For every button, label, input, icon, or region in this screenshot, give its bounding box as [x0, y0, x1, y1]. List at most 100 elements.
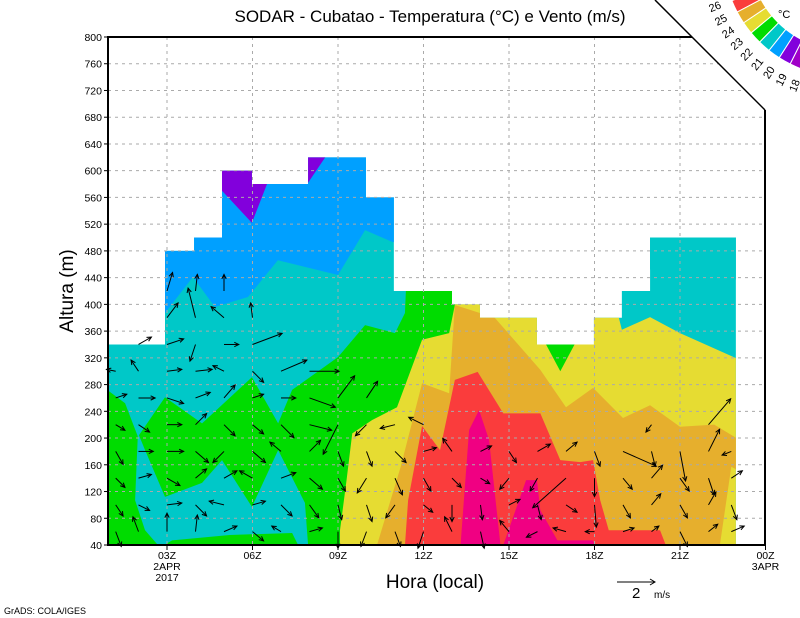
wind-vector-head — [188, 356, 194, 363]
wind-vector-shaft — [508, 498, 521, 506]
credit-text: GrADS: COLA/IGES — [4, 606, 86, 616]
wind-vector-head — [270, 525, 277, 531]
wind-vector-head — [712, 523, 719, 529]
wind-vector-shaft — [309, 439, 321, 452]
legend-level-label: 20 — [761, 65, 778, 82]
wind-vector-shaft — [166, 302, 179, 319]
wind-vector-shaft — [394, 477, 403, 496]
wind-vector-head — [720, 451, 728, 456]
wind-vector-head — [684, 486, 690, 493]
legend-level-label: 25 — [713, 12, 729, 28]
wind-vector — [280, 424, 295, 439]
y-tick-label: 720 — [84, 85, 102, 97]
wind-vector — [131, 515, 139, 532]
wind-vector-head — [326, 426, 333, 432]
wind-vector-head — [317, 484, 324, 491]
wind-vector — [708, 477, 716, 496]
wind-vector — [280, 504, 293, 517]
wind-vector-head — [739, 525, 746, 531]
wind-vector — [394, 451, 407, 464]
temperature-band-19-20 — [306, 157, 326, 183]
wind-vector — [423, 477, 432, 493]
wind-vector — [322, 424, 339, 456]
wind-vector — [115, 451, 124, 466]
wind-vector-shaft — [195, 413, 207, 426]
wind-vector — [449, 504, 455, 523]
wind-vector-head — [407, 416, 414, 422]
wind-vector-head — [732, 514, 738, 521]
wind-vector — [720, 450, 732, 456]
wind-vector-head — [531, 502, 538, 509]
wind-vector-shaft — [385, 504, 396, 519]
wind-vector-head — [258, 377, 265, 384]
wind-vector-shaft — [212, 451, 225, 463]
wind-vector-head — [354, 430, 361, 437]
wind-vector-shaft — [239, 470, 253, 479]
wind-vector-head — [118, 459, 124, 466]
wind-vector-head — [431, 446, 438, 452]
wind-vector — [167, 448, 185, 455]
wind-vector — [537, 504, 543, 521]
wind-vector-head — [330, 403, 337, 409]
wind-vector — [679, 504, 688, 519]
x-tick-label: 21Z — [671, 550, 690, 562]
wind-vector-head — [164, 511, 170, 518]
wind-vector-shaft — [166, 338, 184, 345]
wind-vector-head — [340, 486, 346, 493]
wind-vector-head — [168, 271, 174, 278]
wind-vector — [407, 416, 424, 426]
legend-unit: °C — [778, 9, 790, 21]
wind-vector — [252, 370, 265, 384]
wind-vector — [309, 526, 324, 533]
wind-vector-head — [682, 512, 688, 519]
y-tick-label: 680 — [84, 112, 102, 124]
wind-vector — [195, 468, 208, 479]
wind-vector-shaft — [252, 451, 266, 463]
wind-vector-head — [338, 514, 344, 521]
wind-vector-head — [144, 506, 151, 511]
wind-vector-head — [205, 391, 212, 397]
wind-vector-shaft — [679, 477, 690, 492]
wind-vector-head — [368, 461, 374, 468]
wind-vector — [164, 511, 170, 532]
wind-vector — [537, 443, 552, 452]
wind-vector-head — [725, 397, 732, 404]
wind-vector-shaft — [594, 504, 597, 528]
x-axis-label: Hora (local) — [386, 572, 484, 593]
wind-vector — [479, 504, 485, 521]
wind-vector-head — [269, 441, 275, 447]
wind-vector-shaft — [166, 397, 184, 404]
wind-vector — [651, 451, 657, 468]
wind-vector-head — [339, 461, 345, 468]
wind-vector-shaft — [537, 443, 551, 452]
wind-vector-head — [710, 489, 716, 496]
wind-vector — [138, 448, 155, 455]
wind-vector-shaft — [355, 424, 367, 437]
wind-vector-shaft — [210, 306, 225, 319]
wind-vector — [138, 395, 157, 401]
wind-vector — [423, 504, 434, 514]
wind-vector — [480, 445, 493, 452]
wind-vector-head — [401, 457, 407, 464]
wind-reference-arrowhead — [649, 578, 656, 586]
wind-vector-shaft — [271, 525, 282, 533]
wind-vector-shaft — [166, 477, 181, 486]
wind-vector — [730, 504, 738, 521]
wind-vector — [248, 301, 254, 318]
wind-vector-shaft — [138, 336, 152, 345]
wind-vector-shaft — [115, 477, 126, 488]
wind-vector-shaft — [309, 504, 320, 519]
wind-vector-head — [277, 332, 284, 338]
wind-vector — [379, 424, 396, 430]
x-tick-date: 3APR — [752, 561, 780, 573]
wind-vector-head — [146, 473, 153, 479]
wind-vector-head — [260, 499, 267, 505]
wind-vector-head — [146, 336, 153, 342]
wind-vector-head — [201, 412, 208, 419]
wind-vector-shaft — [195, 468, 207, 479]
wind-vector — [270, 525, 282, 533]
wind-vector-shaft — [529, 477, 538, 492]
wind-vector — [166, 500, 183, 507]
wind-vector-head — [287, 511, 293, 517]
